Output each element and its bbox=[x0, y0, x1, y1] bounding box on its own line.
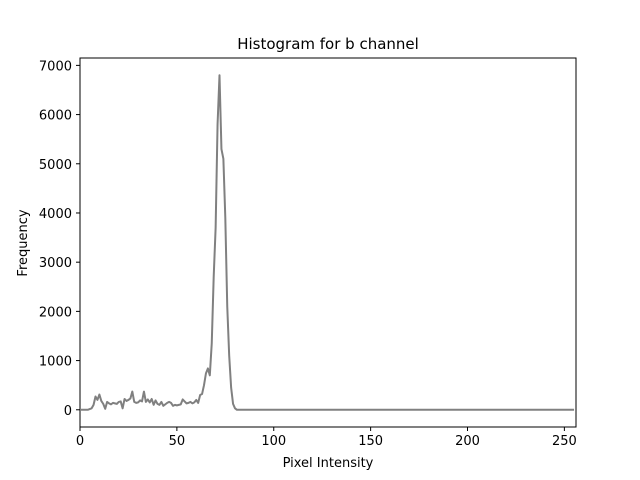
y-tick-label: 4000 bbox=[39, 207, 72, 222]
plot-frame bbox=[79, 57, 577, 428]
x-tick-label: 50 bbox=[169, 434, 186, 449]
y-tick-label: 7000 bbox=[39, 59, 72, 74]
y-axis-label: Frequency bbox=[16, 209, 31, 276]
x-axis-label: Pixel Intensity bbox=[283, 456, 374, 471]
x-tick-label: 150 bbox=[358, 434, 383, 449]
x-tick-label: 250 bbox=[552, 434, 577, 449]
chart-title: Histogram for b channel bbox=[237, 35, 419, 53]
plot-area bbox=[79, 57, 577, 428]
x-tick-label: 0 bbox=[76, 434, 84, 449]
x-axis-ticks: 0 50 100 150 200 250 bbox=[76, 427, 577, 449]
y-tick-label: 3000 bbox=[39, 256, 72, 271]
x-tick-label: 100 bbox=[261, 434, 286, 449]
y-tick-label: 0 bbox=[64, 404, 72, 419]
y-tick-label: 5000 bbox=[39, 158, 72, 173]
y-tick-label: 1000 bbox=[39, 355, 72, 370]
series-line bbox=[80, 74, 575, 411]
y-axis-ticks: 0 1000 2000 3000 4000 5000 6000 7000 bbox=[39, 59, 80, 419]
y-tick-label: 2000 bbox=[39, 305, 72, 320]
x-tick-label: 200 bbox=[455, 434, 480, 449]
y-tick-label: 6000 bbox=[39, 109, 72, 124]
